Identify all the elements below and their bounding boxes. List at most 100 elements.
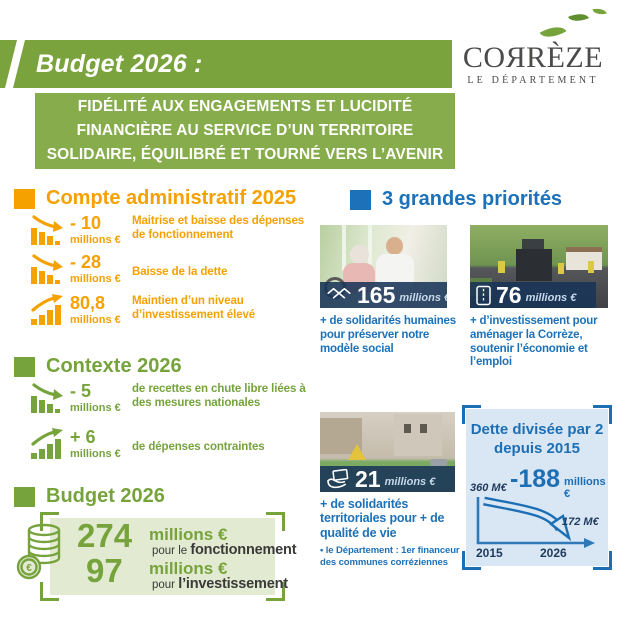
- dette-start-value: 360 M€: [470, 482, 507, 494]
- dette-title-line2: depuis 2015: [494, 440, 580, 457]
- budget-unit: millions €: [149, 559, 228, 578]
- photo-worker: [498, 261, 505, 273]
- budget-purpose-prefix: pour: [152, 579, 176, 591]
- stat-row: - 28 millions € Baisse de la dette: [30, 253, 315, 290]
- hand-map-icon: [326, 469, 350, 489]
- handshake-icon: [326, 286, 352, 304]
- section-title: Contexte 2026: [46, 355, 182, 377]
- section-title: Compte administratif 2025: [46, 187, 297, 209]
- photo-worker: [558, 263, 564, 274]
- corner-bracket-icon: [266, 512, 285, 531]
- dette-delta: -188 millions €: [510, 465, 612, 501]
- photo-person-elderly: [350, 245, 369, 264]
- dette-title-line1: Dette divisée par 2: [470, 421, 604, 438]
- stat-value: + 6: [70, 427, 96, 447]
- badge-unit: millions €: [384, 476, 436, 488]
- dette-year-start: 2015: [476, 546, 503, 560]
- stat-value: - 28: [70, 252, 102, 272]
- photo-person-caregiver: [386, 237, 403, 255]
- road-icon: [476, 285, 491, 306]
- section-compte-administratif: Compte administratif 2025: [14, 187, 296, 210]
- svg-text:€: €: [26, 563, 32, 574]
- badge-amount: 165: [357, 281, 396, 308]
- photo-travaux-routiers: 76 millions €: [470, 225, 608, 308]
- bars-up-arrow-icon: [30, 428, 70, 465]
- corner-bracket-icon: [462, 551, 481, 570]
- section-budget: Budget 2026: [14, 485, 165, 508]
- photo-solidarites-territoriales: 21 millions €: [320, 412, 455, 492]
- bars-down-arrow-icon: [30, 214, 70, 251]
- headline-line-3: SOLIDAIRE, ÉQUILIBRÉ ET TOURNÉ VERS L’AV…: [46, 146, 444, 163]
- budget-summary-box: [40, 512, 285, 601]
- photo-window: [404, 424, 411, 433]
- bars-down-arrow-icon: [30, 253, 70, 290]
- leaf-icon: [592, 6, 607, 17]
- stat-row: - 10 millions € Maitrise et baisse des dé…: [30, 214, 315, 251]
- priority-caption: + de solidarités territoriales pour + de…: [320, 497, 445, 540]
- badge-unit: millions €: [399, 292, 447, 304]
- stat-unit: millions €: [70, 314, 121, 326]
- stat-row: + 6 millions € de dépenses contraintes: [30, 428, 315, 465]
- page-title: Budget 2026 :: [36, 50, 203, 78]
- budget-unit: millions €: [149, 525, 228, 544]
- dette-delta-value: -188: [510, 465, 561, 493]
- budget-purpose: pour le fonctionnement: [152, 543, 297, 558]
- corner-bracket-icon: [40, 582, 59, 601]
- dette-year-end: 2026: [540, 546, 567, 560]
- leaf-icon: [539, 20, 567, 44]
- headline-line-1: FIDÉLITÉ AUX ENGAGEMENTS ET LUCIDITÉ: [77, 98, 413, 115]
- corner-bracket-icon: [266, 582, 285, 601]
- badge-amount: 76: [496, 281, 522, 308]
- title-banner: Budget 2026 :: [0, 40, 452, 88]
- budget-amount-fonctionnement: 274: [77, 517, 133, 554]
- budget-purpose-label: l’investissement: [178, 576, 288, 592]
- amount-badge: 76 millions €: [470, 282, 596, 308]
- photo-playground-slide: [348, 444, 366, 460]
- correze-logo: COЯRÈZE LE DÉPARTEMENT: [452, 41, 614, 87]
- stat-description: de dépenses contraintes: [132, 441, 265, 453]
- photo-worker: [588, 261, 594, 273]
- budget-amount-investissement: 97: [86, 552, 123, 589]
- photo-solidarites-humaines: 165 millions €: [320, 225, 447, 308]
- section-priorites: 3 grandes priorités: [350, 188, 562, 211]
- green-square-bullet-icon: [14, 486, 35, 507]
- photo-window: [420, 424, 427, 433]
- bars-down-arrow-icon: [30, 382, 70, 419]
- stat-description: Maitrise et baisse des dépenses de fonct…: [132, 215, 305, 241]
- photo-paver-cab: [522, 239, 544, 251]
- badge-unit: millions €: [525, 292, 577, 304]
- photo-car: [430, 459, 447, 466]
- coins-euro-icon: €: [16, 522, 64, 587]
- budget-box-background: [50, 518, 275, 595]
- photo-paver-machine: [516, 249, 552, 281]
- stat-value: - 5: [70, 381, 92, 401]
- amount-badge: 21 millions €: [320, 466, 455, 492]
- priority-note: • le Département : 1er financeur des com…: [320, 545, 460, 568]
- stat-description: Baisse de la dette: [132, 266, 228, 278]
- amount-badge: 165 millions €: [320, 282, 447, 308]
- photo-building: [566, 247, 602, 270]
- priority-caption: + de solidarités humaines pour préserver…: [320, 315, 456, 355]
- corner-bracket-icon: [593, 405, 612, 424]
- leaf-icon: [568, 9, 589, 26]
- photo-window-frame: [368, 225, 372, 265]
- budget-purpose-prefix: pour le: [152, 545, 188, 557]
- logo-tagline: LE DÉPARTEMENT: [467, 75, 599, 86]
- logo-wordmark: COЯRÈZE: [462, 41, 604, 74]
- dette-chart-box: Dette divisée par 2 depuis 2015 -188 mil…: [462, 405, 612, 570]
- dette-end-value: 172 M€: [562, 516, 599, 528]
- stat-description: de recettes en chute libre liées à des m…: [132, 383, 306, 409]
- blue-square-bullet-icon: [350, 189, 371, 210]
- priority-caption: + d’investissement pour aménager la Corr…: [470, 315, 598, 369]
- corner-bracket-icon: [40, 512, 59, 531]
- corner-bracket-icon: [462, 405, 481, 424]
- stat-unit: millions €: [70, 273, 121, 285]
- section-title: 3 grandes priorités: [382, 188, 563, 210]
- section-title: Budget 2026: [46, 485, 165, 507]
- stat-description: Maintien d’un niveau d’investissement él…: [132, 295, 256, 321]
- stat-row: - 5 millions € de recettes en chute libre…: [30, 382, 315, 419]
- badge-amount: 21: [355, 465, 381, 492]
- stat-value: 80,8: [70, 293, 106, 313]
- budget-purpose: pour l’investissement: [152, 577, 288, 592]
